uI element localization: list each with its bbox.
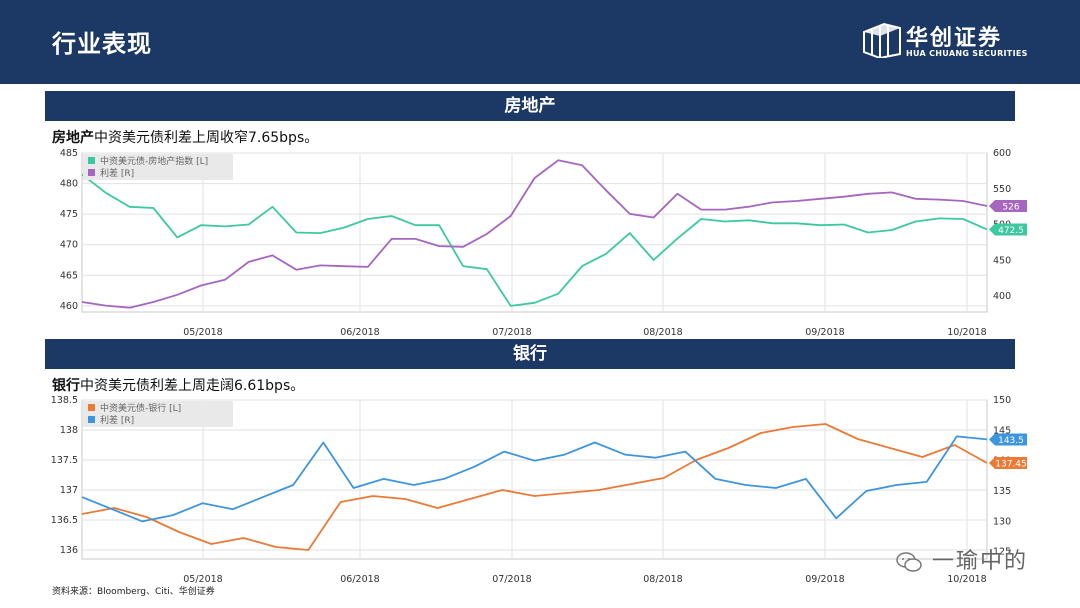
caption-bold: 房地产 (52, 130, 94, 146)
end-value-label: 526 (1002, 203, 1019, 213)
left-tick-label: 136 (60, 545, 78, 556)
x-tick-label: 06/2018 (340, 574, 379, 585)
left-tick-label: 137.5 (51, 455, 78, 466)
right-tick-label: 125 (993, 547, 1011, 558)
left-tick-label: 480 (60, 179, 78, 190)
left-tick-label: 137 (60, 485, 78, 496)
end-value-label: 143.5 (998, 436, 1024, 446)
page-title: 行业表现 (52, 30, 152, 58)
end-value-badge (989, 223, 1027, 236)
x-tick-label: 08/2018 (643, 574, 682, 585)
end-value-badge (989, 457, 1027, 469)
x-tick-label: 05/2018 (183, 327, 222, 338)
legend-swatch (88, 416, 95, 423)
legend-label: 利差 [R] (100, 414, 134, 426)
bank-chart-svg: 138.5138137.5137136.51361501451401351301… (51, 395, 1027, 585)
company-logo: 华创证券 HUA CHUANG SECURITIES (862, 20, 1027, 66)
right-tick-label: 600 (993, 148, 1011, 159)
legend-label: 利差 [R] (100, 167, 134, 179)
left-tick-label: 465 (60, 270, 78, 281)
caption-text: 中资美元债利差上周收窄7.65bps。 (94, 130, 319, 146)
legend-swatch (88, 404, 95, 411)
legend-label: 中资美元债-银行 [L] (100, 402, 181, 414)
right-tick-label: 550 (993, 184, 1011, 195)
left-tick-label: 460 (60, 301, 78, 312)
wechat-icon (896, 552, 922, 572)
left-tick-label: 475 (60, 209, 78, 220)
logo-name: 华创证券 (906, 26, 1003, 51)
x-tick-label: 08/2018 (643, 327, 682, 338)
logo-subtitle: HUA CHUANG SECURITIES (906, 49, 1028, 58)
x-tick-label: 09/2018 (805, 574, 844, 585)
bank-chart: 138.5138137.5137136.51361501451401351301… (45, 393, 1035, 587)
caption-text: 中资美元债利差上周走阔6.61bps。 (80, 378, 305, 394)
right-tick-label: 150 (993, 395, 1011, 406)
x-tick-label: 06/2018 (340, 327, 379, 338)
end-value-badge (989, 433, 1027, 446)
series-line-0 (81, 423, 988, 551)
source-note: 资料来源：Bloomberg、Citi、华创证券 (52, 587, 215, 597)
left-tick-label: 138.5 (51, 395, 78, 406)
header-bar: 行业表现 华创证券 HUA CHUANG SECURITIES (0, 0, 1080, 84)
legend-box (83, 154, 233, 180)
caption-bold: 银行 (52, 378, 80, 394)
legend-label: 中资美元债-房地产指数 [L] (100, 155, 208, 167)
watermark-text: 一瑜中的 (932, 549, 1029, 574)
right-tick-label: 135 (993, 486, 1011, 497)
right-tick-label: 130 (993, 516, 1011, 527)
end-value-badge (989, 200, 1027, 212)
end-value-label: 137.45 (995, 460, 1027, 470)
right-tick-label: 450 (993, 255, 1011, 266)
real-estate-chart: 48548047547046546060055050045040005/2018… (45, 146, 1035, 340)
real-estate-chart-svg: 48548047547046546060055050045040005/2018… (60, 148, 1027, 338)
right-tick-label: 400 (993, 291, 1011, 302)
section-title-bank: 银行 (45, 339, 1015, 369)
x-tick-label: 07/2018 (492, 327, 531, 338)
series-line-0 (81, 173, 988, 307)
left-tick-label: 138 (60, 425, 78, 436)
caption-bank: 银行中资美元债利差上周走阔6.61bps。 (52, 375, 304, 395)
watermark: 一瑜中的 (895, 543, 1028, 575)
end-value-label: 472.5 (998, 226, 1024, 236)
x-tick-label: 05/2018 (183, 574, 222, 585)
left-tick-label: 485 (60, 148, 78, 159)
legend-box (83, 401, 233, 427)
x-tick-label: 07/2018 (492, 574, 531, 585)
legend-swatch (88, 157, 95, 164)
caption-real-estate: 房地产中资美元债利差上周收窄7.65bps。 (52, 127, 318, 147)
left-tick-label: 136.5 (51, 515, 78, 526)
x-tick-label: 10/2018 (947, 574, 986, 585)
series-line-1 (81, 159, 988, 309)
section-title-real-estate: 房地产 (45, 91, 1015, 121)
x-tick-label: 10/2018 (947, 327, 986, 338)
series-line-1 (81, 435, 988, 523)
legend-swatch (88, 169, 95, 176)
left-tick-label: 470 (60, 240, 78, 251)
x-tick-label: 09/2018 (805, 327, 844, 338)
right-tick-label: 145 (993, 425, 1011, 436)
logo-mark-icon (863, 22, 901, 60)
